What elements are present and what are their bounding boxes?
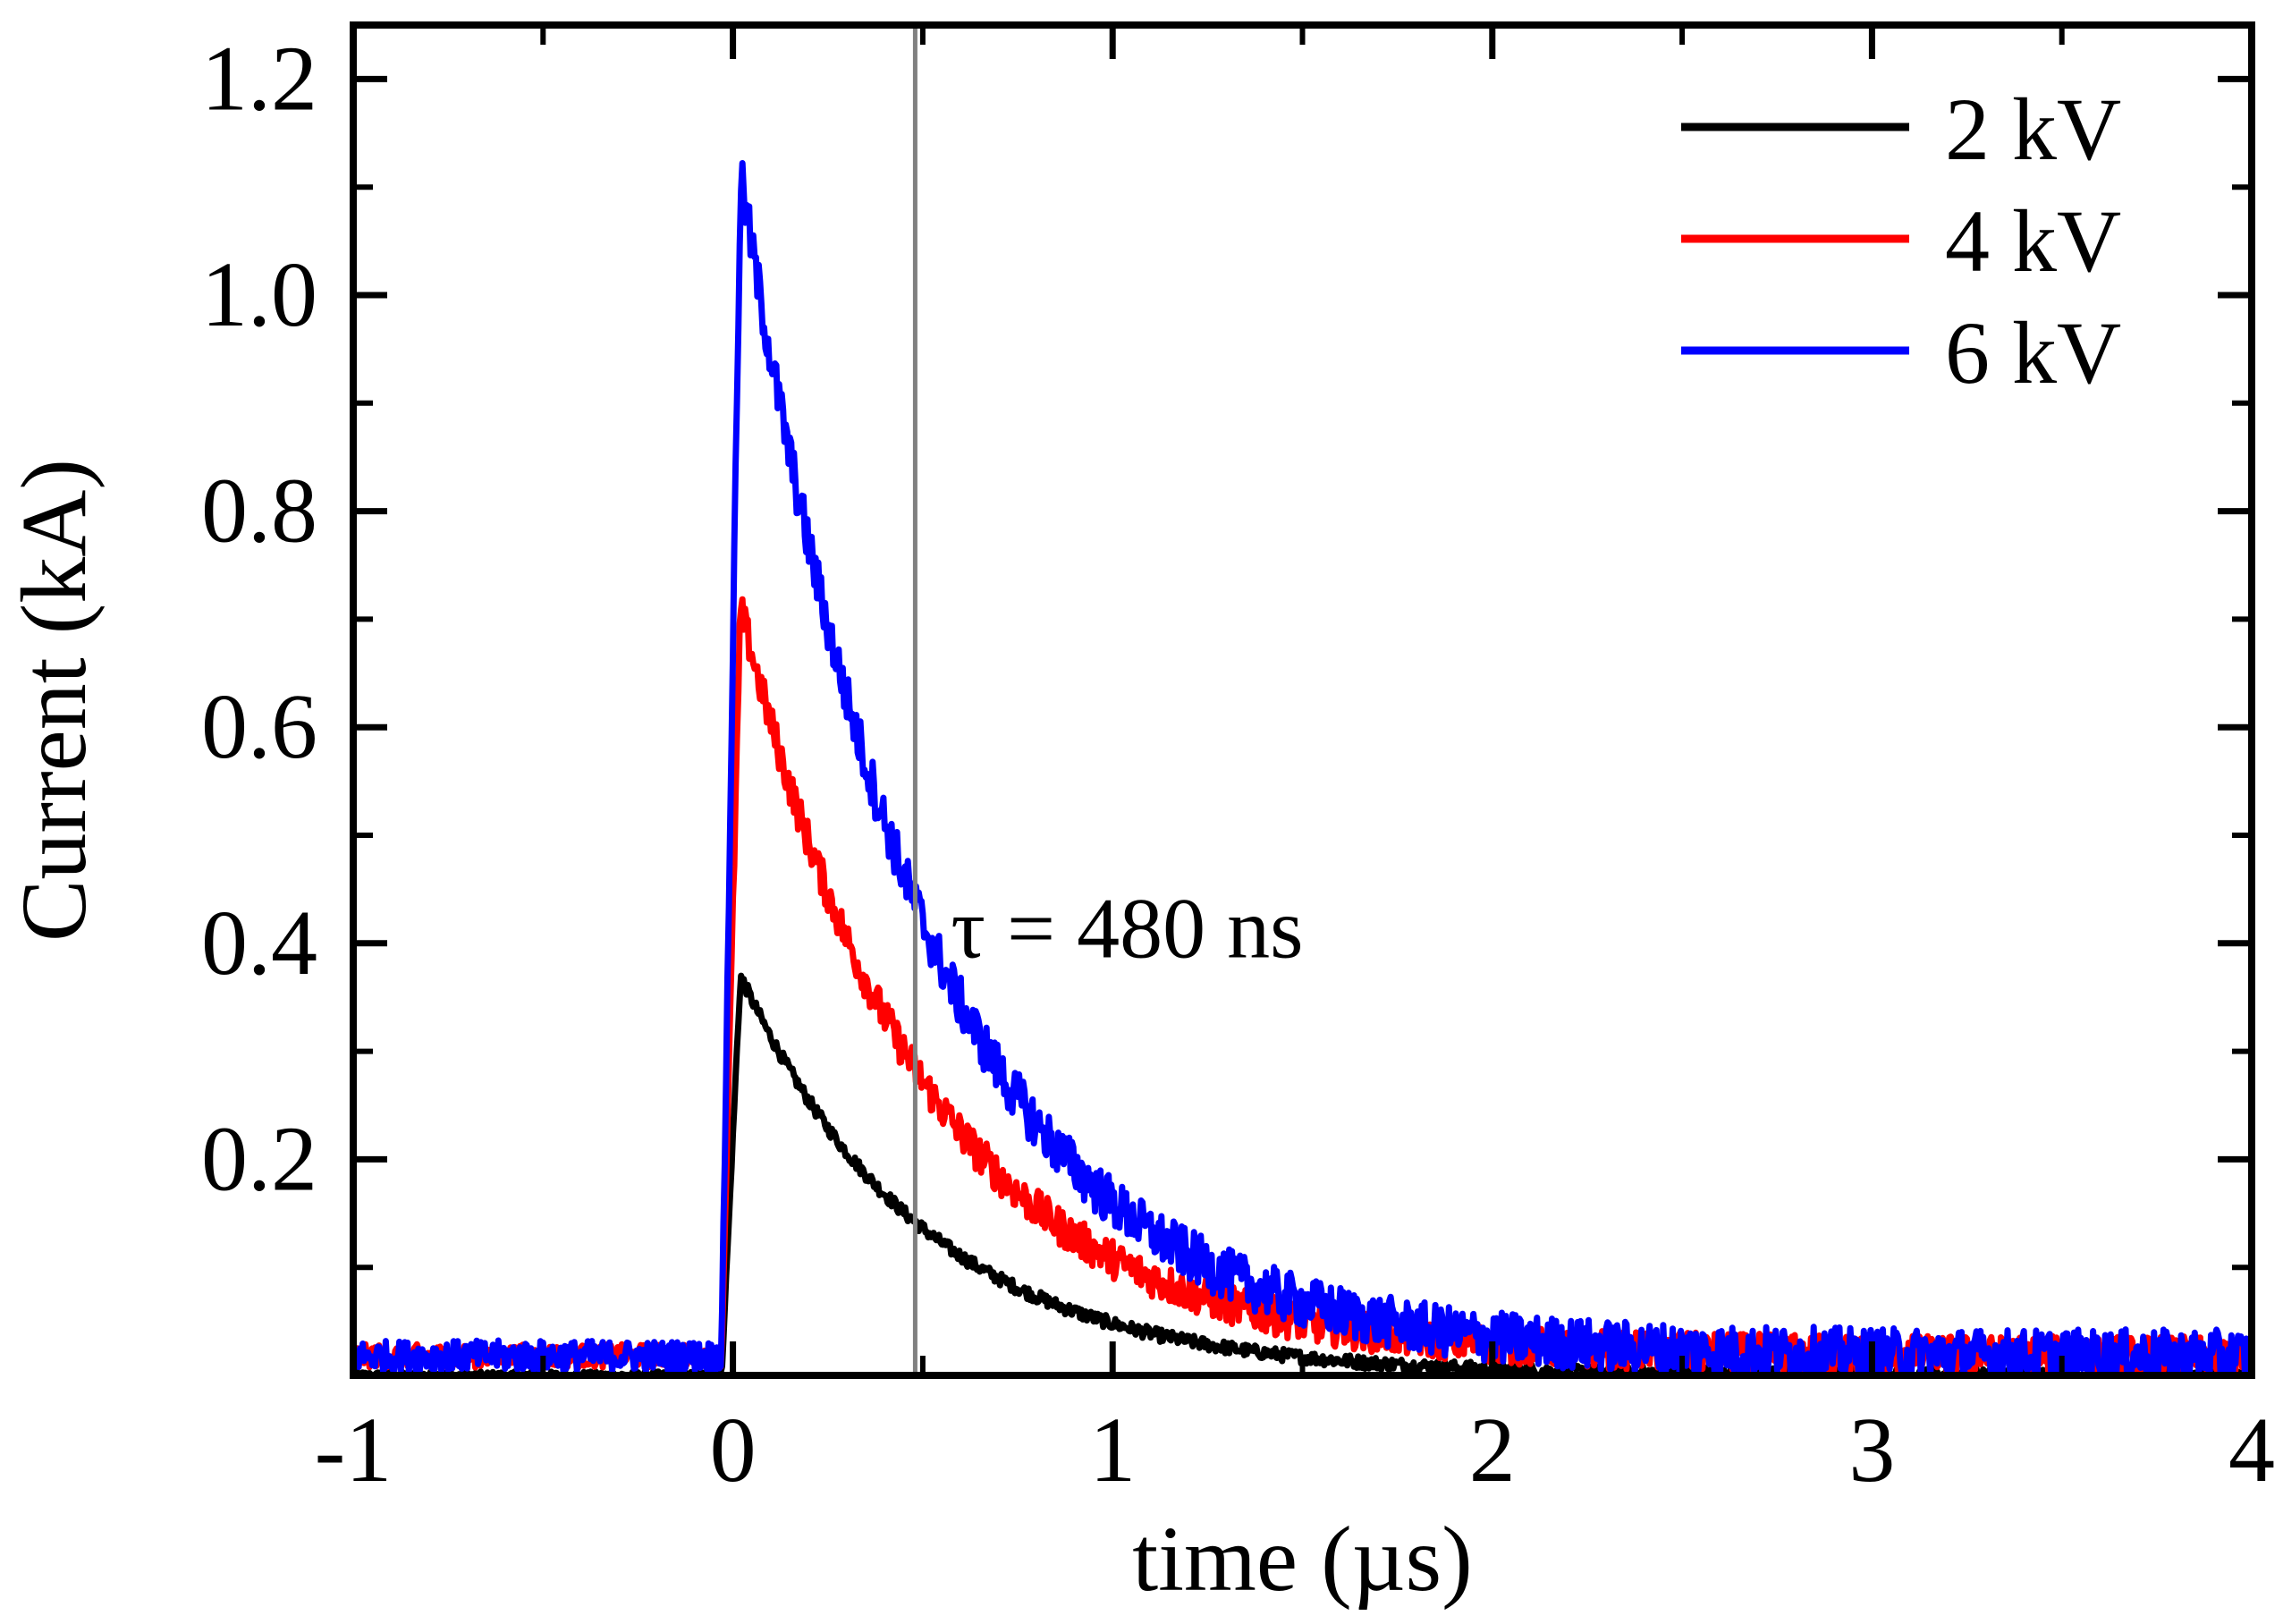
legend: 2 kV 4 kV 6 kV — [1681, 80, 2121, 402]
tick-labels-layer: -1 0 1 2 3 4 0.2 0.4 0.6 0.8 1.0 1.2 — [201, 27, 2275, 1501]
ticks-layer — [350, 25, 2255, 1375]
y-axis-title: Current (kA) — [3, 459, 106, 942]
series-line-3 — [353, 160, 2252, 1375]
y-tick-label: 0.6 — [201, 675, 317, 778]
y-tick-label: 1.2 — [201, 27, 317, 130]
x-tick-label: 2 — [1469, 1399, 1516, 1501]
y-tick-label: 1.0 — [201, 243, 317, 346]
x-tick-label: 3 — [1848, 1399, 1895, 1501]
y-tick-label: 0.4 — [201, 892, 317, 994]
tau-annotation: τ = 480 ns — [951, 881, 1303, 977]
legend-label-3: 6 kV — [1945, 303, 2121, 402]
x-tick-label: 0 — [710, 1399, 757, 1501]
legend-label-1: 2 kV — [1945, 80, 2121, 179]
x-tick-label: 1 — [1089, 1399, 1136, 1501]
annotation-layer: τ = 480 ns — [951, 881, 1303, 977]
x-tick-label: -1 — [315, 1399, 393, 1501]
legend-label-2: 4 kV — [1945, 191, 2121, 291]
x-tick-label: 4 — [2228, 1399, 2275, 1501]
y-tick-label: 0.2 — [201, 1107, 317, 1210]
series-line-2 — [353, 596, 2252, 1375]
y-tick-label: 0.8 — [201, 460, 317, 562]
x-axis-title: time (µs) — [1132, 1508, 1473, 1611]
